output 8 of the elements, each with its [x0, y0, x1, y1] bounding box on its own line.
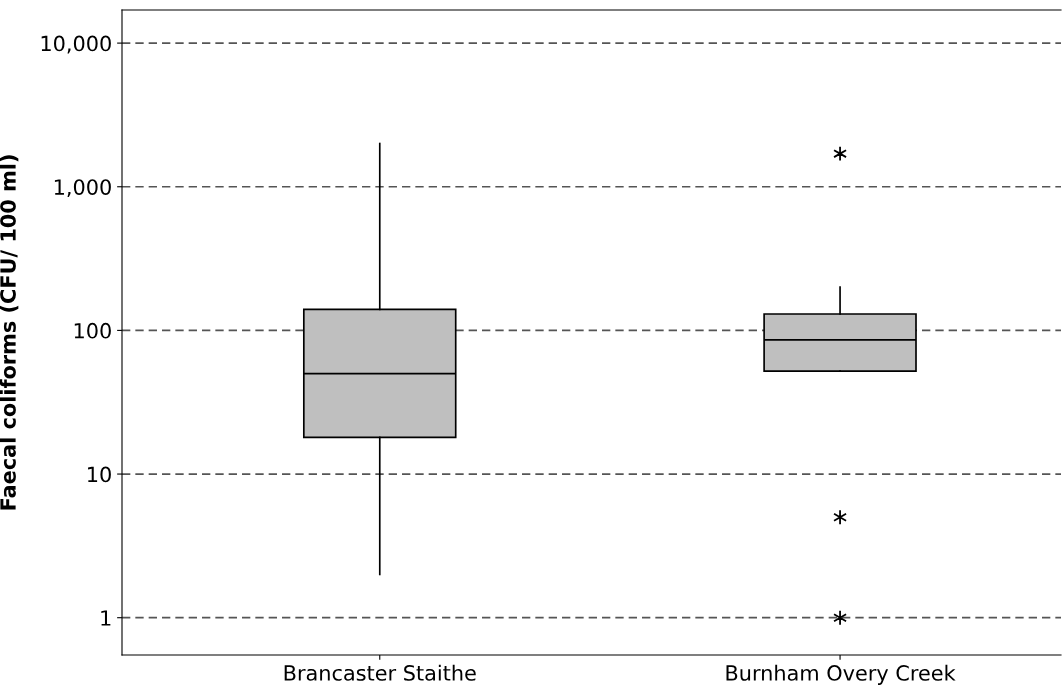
y-tick-label: 1: [101, 610, 111, 626]
y-axis-title: Faecal coliforms (CFU/ 100 ml): [0, 155, 19, 510]
y-tick-label: 10,000: [41, 35, 111, 54]
y-tick-label: 100: [74, 322, 111, 339]
y-tick-label: 1,000: [54, 179, 111, 198]
x-tick-label: Brancaster Staithe: [284, 664, 476, 681]
y-tick-label: 10: [88, 466, 111, 483]
x-tick-label: Burnham Overy Creek: [726, 664, 956, 685]
